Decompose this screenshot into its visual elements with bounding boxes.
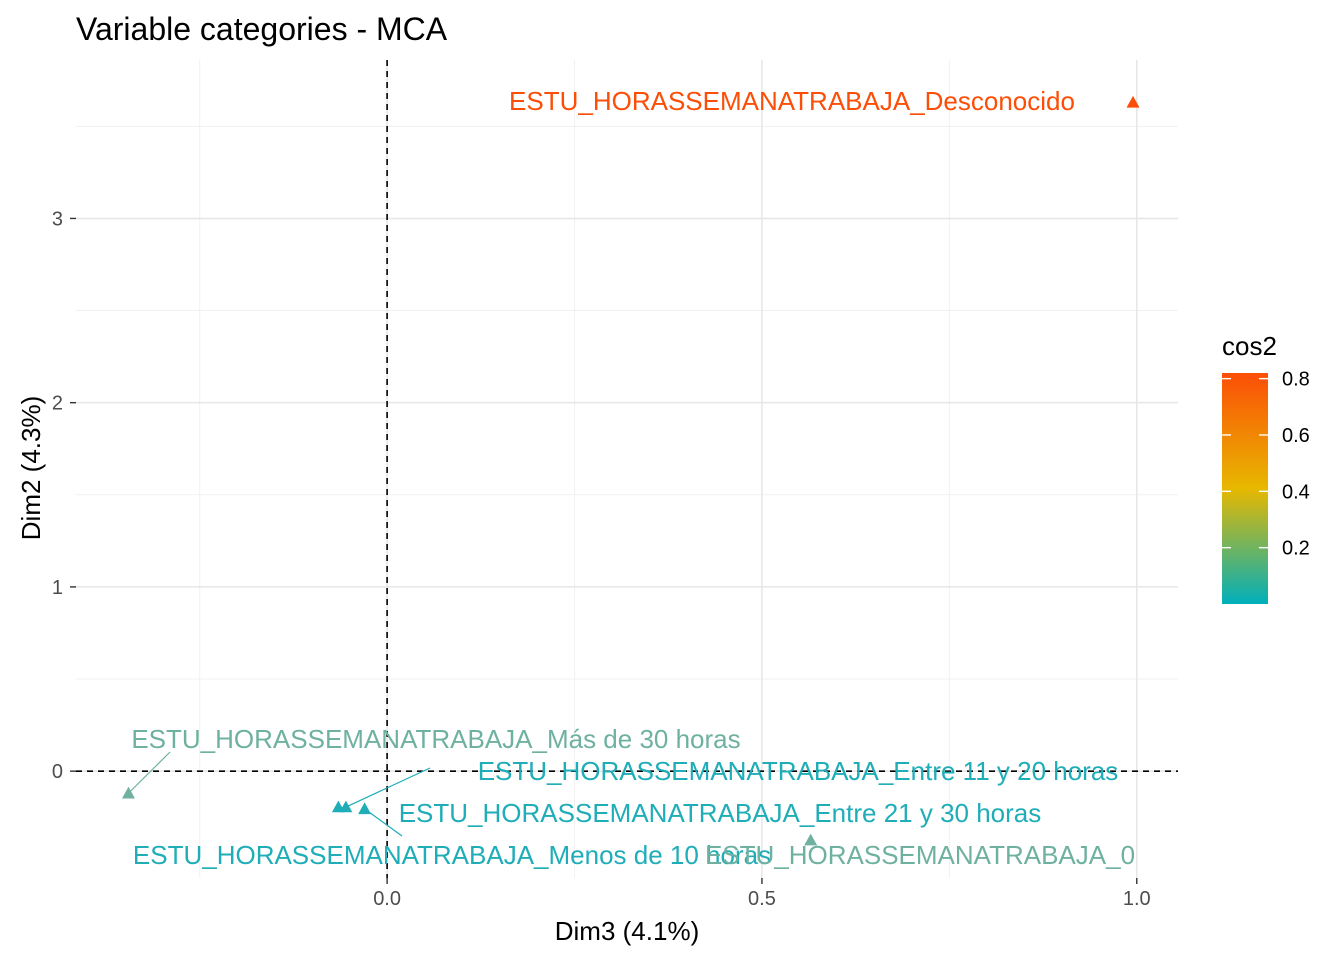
- point-marker: [331, 800, 345, 813]
- x-axis-title: Dim3 (4.1%): [555, 916, 699, 946]
- point-label: ESTU_HORASSEMANATRABAJA_Entre 11 y 20 ho…: [478, 756, 1119, 786]
- x-tick-label: 1.0: [1123, 888, 1151, 910]
- point-marker: [804, 833, 818, 846]
- point-marker: [121, 786, 135, 799]
- y-tick-label: 1: [52, 577, 63, 599]
- legend-tick-label: 0.6: [1282, 425, 1310, 447]
- grid: [76, 60, 1178, 878]
- y-axis-ticks: 0 1 2 3: [52, 208, 76, 783]
- point-label: ESTU_HORASSEMANATRABAJA_Desconocido: [509, 86, 1075, 116]
- legend-tick-label: 0.8: [1282, 369, 1310, 391]
- x-tick-label: 0.5: [748, 888, 776, 910]
- points: [121, 95, 1140, 846]
- y-axis-title: Dim2 (4.3%): [16, 396, 46, 540]
- point-label: ESTU_HORASSEMANATRABAJA_Menos de 10 hora…: [133, 840, 771, 870]
- point-label: ESTU_HORASSEMANATRABAJA_Más de 30 horas: [131, 724, 740, 754]
- point-label: ESTU_HORASSEMANATRABAJA_Entre 21 y 30 ho…: [399, 798, 1042, 828]
- label-connectors: [128, 751, 431, 837]
- legend-title: cos2: [1222, 331, 1277, 361]
- point-label: ESTU_HORASSEMANATRABAJA_0: [705, 840, 1135, 870]
- legend: cos2 0.2 0.4 0.6 0.8: [1222, 331, 1310, 604]
- legend-tick-label: 0.2: [1282, 538, 1310, 560]
- label-connector: [364, 808, 403, 837]
- point-labels: ESTU_HORASSEMANATRABAJA_Desconocido ESTU_…: [131, 86, 1135, 870]
- legend-tick-label: 0.4: [1282, 481, 1310, 503]
- point-marker: [1126, 95, 1140, 108]
- point-marker: [358, 802, 372, 815]
- y-tick-label: 2: [52, 393, 63, 415]
- legend-colorbar: [1222, 373, 1268, 604]
- chart-title: Variable categories - MCA: [76, 11, 448, 47]
- reference-lines: [76, 60, 1178, 878]
- label-connector: [345, 767, 431, 808]
- x-tick-label: 0.0: [373, 888, 401, 910]
- label-connector: [128, 751, 171, 794]
- y-tick-label: 3: [52, 208, 63, 230]
- x-axis-ticks: 0.0 0.5 1.0: [373, 878, 1151, 910]
- legend-ticks: 0.2 0.4 0.6 0.8: [1222, 369, 1310, 560]
- y-tick-label: 0: [52, 761, 63, 783]
